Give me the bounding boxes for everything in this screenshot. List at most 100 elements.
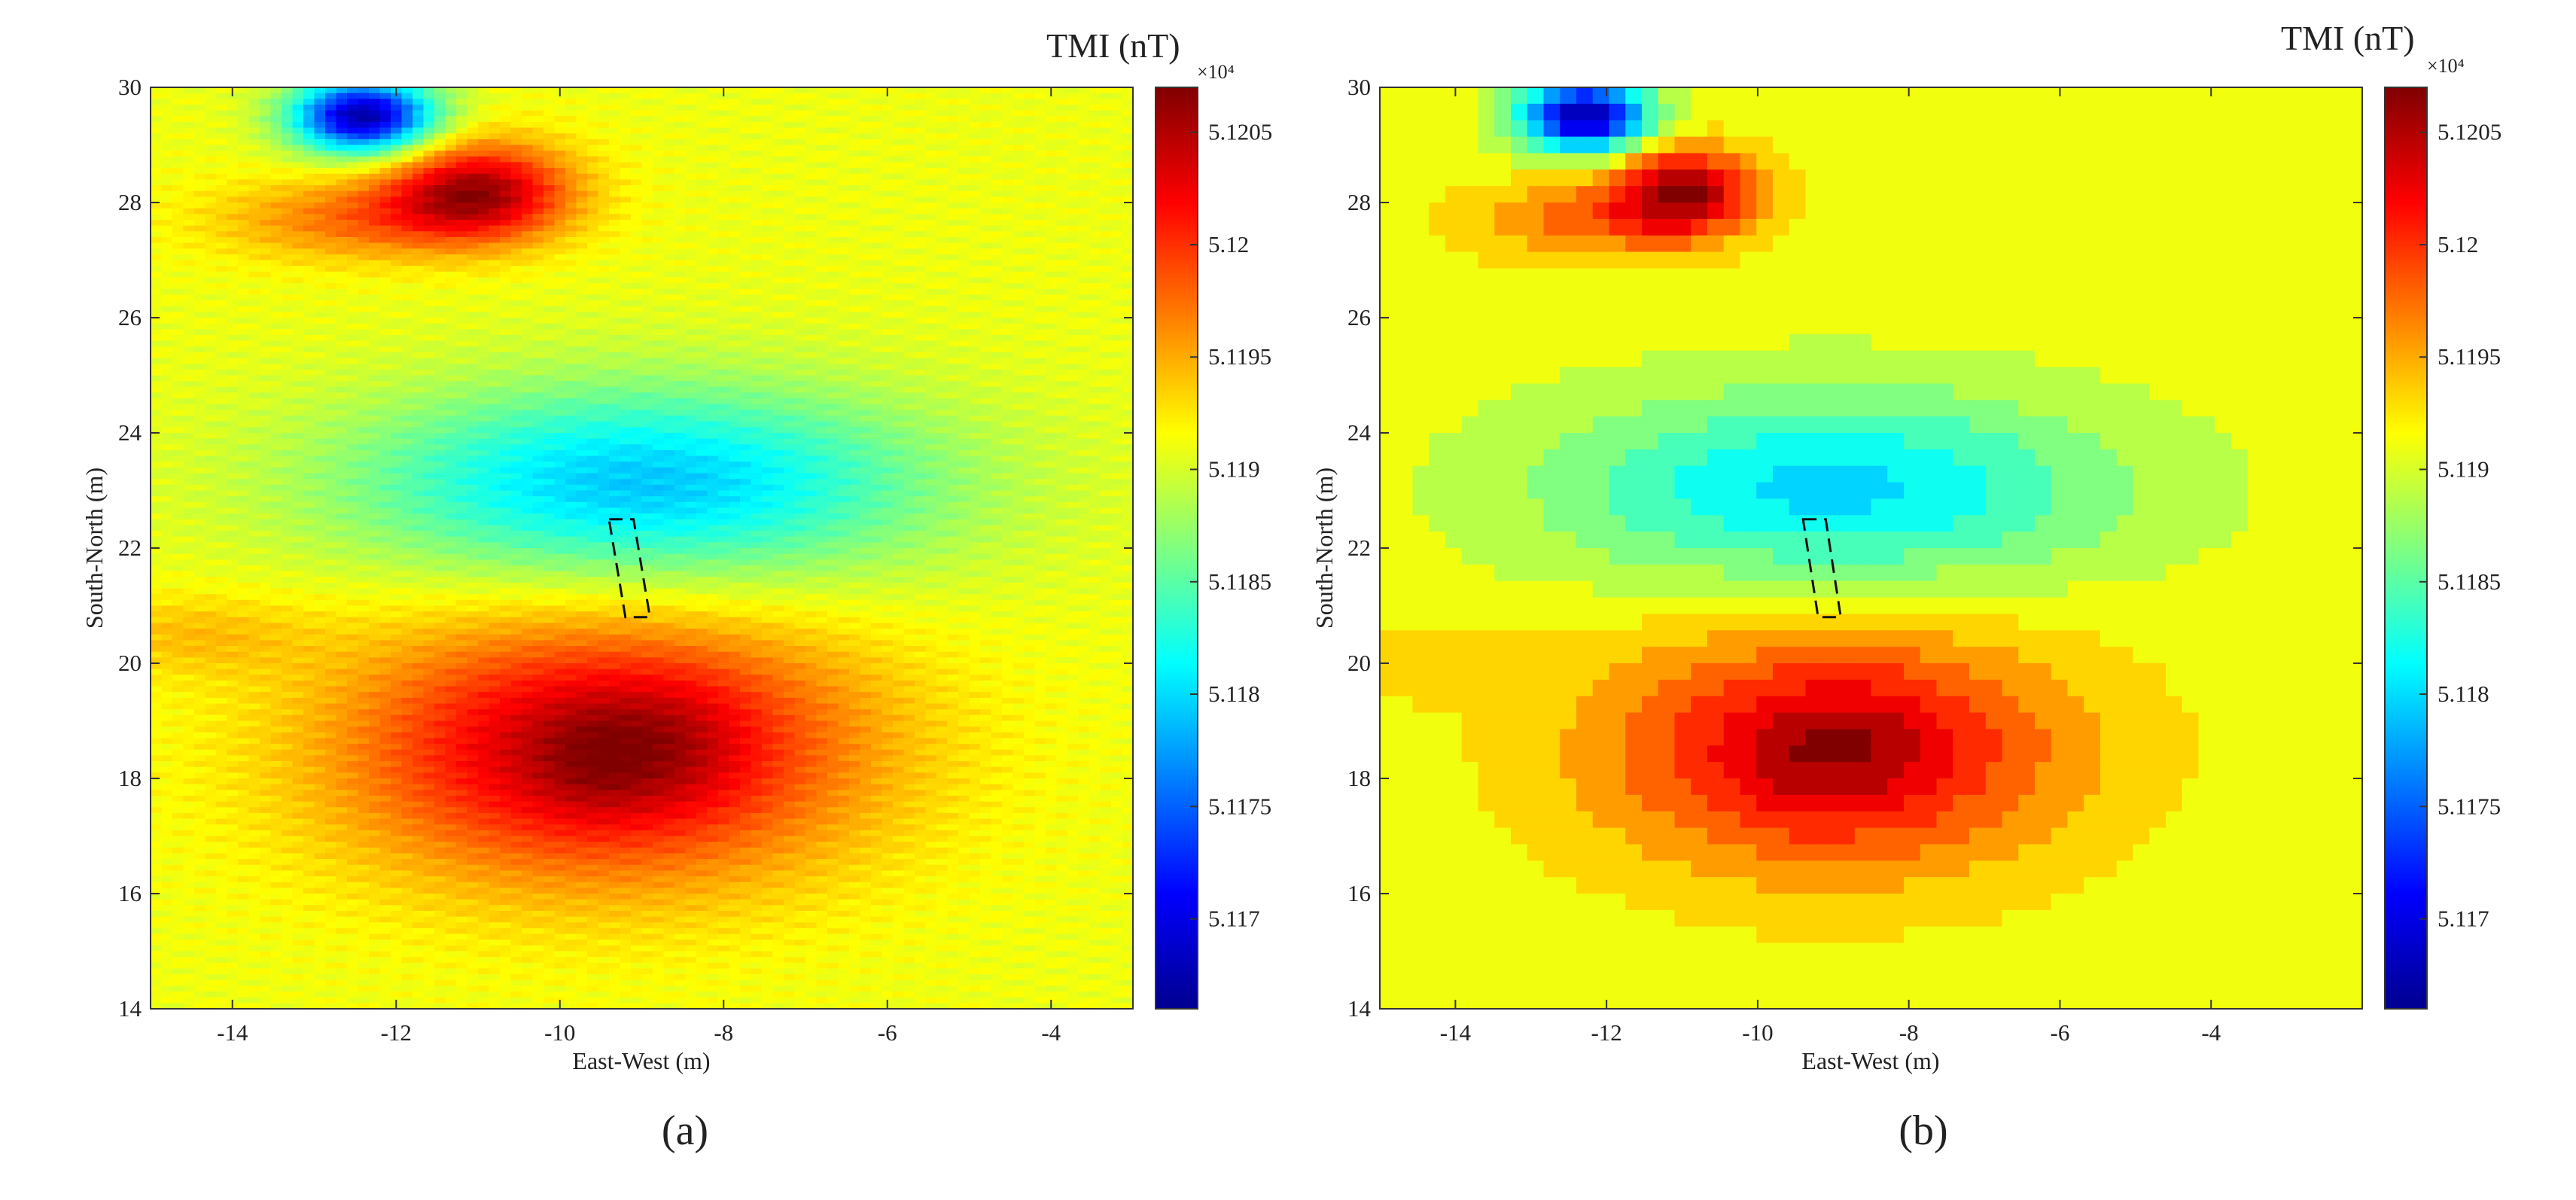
heatmap-cell (1100, 179, 1112, 186)
heatmap-cell (544, 173, 556, 180)
heatmap-cell (1122, 156, 1133, 163)
heatmap-cell (325, 386, 337, 394)
heatmap-cell (194, 277, 206, 284)
heatmap-cell (1034, 386, 1046, 394)
heatmap-cell (849, 271, 861, 279)
heatmap-cell (544, 312, 556, 318)
heatmap-cell (151, 283, 163, 290)
heatmap-cell (729, 203, 741, 209)
heatmap-cell (314, 358, 326, 364)
heatmap-cell (292, 392, 304, 399)
heatmap-cell (522, 260, 534, 266)
heatmap-cell (467, 236, 479, 244)
heatmap-cell (369, 398, 381, 405)
heatmap-cell (565, 145, 577, 151)
heatmap-cell (500, 340, 512, 347)
heatmap-cell (467, 121, 479, 129)
heatmap-cell (510, 116, 522, 123)
heatmap-cell (248, 219, 260, 227)
heatmap-cell (1056, 283, 1068, 290)
heatmap-cell (740, 133, 752, 140)
heatmap-cell (1034, 329, 1046, 336)
heatmap-cell (958, 225, 970, 232)
heatmap-cell (991, 196, 1003, 203)
heatmap-cell (565, 254, 577, 261)
heatmap-cell (391, 185, 403, 192)
heatmap-cell (882, 104, 894, 111)
heatmap-cell (151, 121, 163, 129)
heatmap-cell (838, 329, 850, 336)
heatmap-cell (565, 127, 577, 134)
heatmap-cell (282, 225, 294, 232)
heatmap-cell (947, 162, 959, 169)
heatmap-cell (631, 364, 643, 370)
heatmap-cell (260, 260, 272, 266)
heatmap-cell (663, 288, 675, 295)
heatmap-cell (816, 312, 828, 318)
heatmap-cell (1002, 203, 1014, 209)
heatmap-cell (500, 173, 512, 180)
heatmap-cell (915, 340, 927, 347)
heatmap-cell (1089, 318, 1101, 324)
heatmap-cell (1067, 162, 1079, 169)
heatmap-cell (303, 116, 315, 123)
heatmap-cell (270, 231, 282, 238)
heatmap-cell (391, 294, 403, 301)
heatmap-cell (707, 203, 719, 209)
heatmap-cell (260, 99, 272, 105)
heatmap-cell (631, 404, 643, 410)
heatmap-cell (270, 151, 282, 157)
heatmap-cell (598, 294, 610, 301)
heatmap-cell (1100, 340, 1112, 347)
heatmap-cell (707, 151, 719, 157)
heatmap-cell (456, 139, 468, 146)
heatmap-cell (391, 334, 403, 342)
heatmap-cell (925, 277, 937, 284)
heatmap-cell (587, 334, 599, 342)
heatmap-cell (587, 318, 599, 324)
heatmap-cell (544, 225, 556, 232)
heatmap-cell (1122, 248, 1133, 255)
heatmap-cell (653, 110, 665, 117)
heatmap-cell (849, 375, 861, 382)
heatmap-cell (915, 334, 927, 342)
heatmap-cell (893, 99, 905, 105)
heatmap-cell (314, 99, 326, 105)
heatmap-cell (347, 318, 359, 324)
heatmap-cell (500, 225, 512, 232)
heatmap-cell (401, 375, 413, 382)
heatmap-cell (794, 99, 806, 105)
heatmap-cell (784, 225, 796, 232)
heatmap-cell (413, 242, 425, 249)
heatmap-cell (882, 398, 894, 405)
heatmap-cell (631, 318, 643, 324)
heatmap-cell (151, 214, 163, 221)
heatmap-cell (161, 346, 173, 353)
heatmap-cell (358, 248, 370, 255)
heatmap-cell (947, 271, 959, 279)
heatmap-cell (696, 260, 708, 266)
heatmap-cell (903, 242, 915, 249)
heatmap-cell (391, 381, 403, 388)
heatmap-cell (445, 208, 457, 215)
heatmap-cell (358, 352, 370, 359)
heatmap-cell (903, 294, 915, 301)
heatmap-cell (532, 93, 544, 99)
heatmap-cell (358, 369, 370, 376)
heatmap-cell (379, 173, 391, 180)
heatmap-cell (838, 87, 850, 94)
heatmap-cell (969, 162, 981, 169)
heatmap-cell (183, 203, 195, 209)
heatmap-cell (161, 364, 173, 370)
heatmap-cell (205, 271, 217, 279)
heatmap-cell (478, 329, 490, 336)
heatmap-cell (991, 133, 1003, 140)
heatmap-cell (663, 323, 675, 330)
heatmap-cell (522, 179, 534, 186)
heatmap-cell (522, 266, 534, 273)
heatmap-cell (1122, 219, 1133, 227)
heatmap-cell (270, 392, 282, 399)
heatmap-cell (849, 260, 861, 266)
heatmap-cell (925, 242, 937, 249)
heatmap-cell (1089, 381, 1101, 388)
